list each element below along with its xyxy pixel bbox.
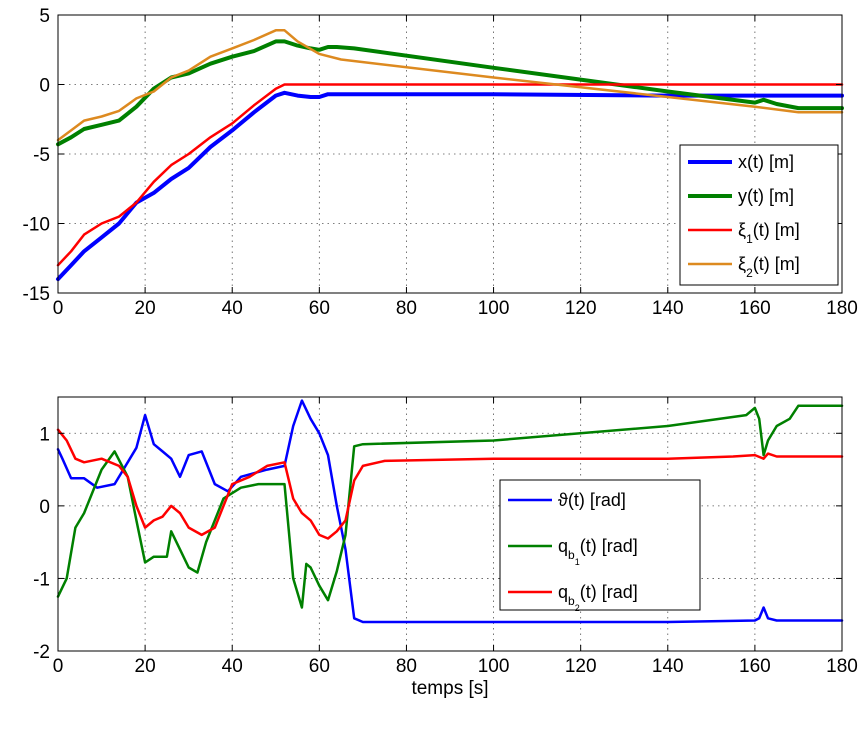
x-tick-label: 0 <box>53 298 64 319</box>
x-tick-label: 60 <box>309 656 330 677</box>
series-line-3 <box>56 83 844 267</box>
x-tick-label: 40 <box>222 298 243 319</box>
legend-entry-3: qb2(t) [rad] <box>558 582 638 613</box>
axes-frame <box>57 396 843 652</box>
y-tick-label: 0 <box>39 497 50 518</box>
plot-area <box>58 397 842 651</box>
x-tick-label: 40 <box>222 656 243 677</box>
x-tick-label: 100 <box>478 298 510 319</box>
legend-entry-1: x(t) [m] <box>738 152 794 172</box>
series-line-1 <box>56 399 844 624</box>
series-line-4 <box>56 29 844 142</box>
legend-entry-4: ξ2(t) [m] <box>738 254 800 280</box>
bottom-plot-angles: 0 20 40 60 80 100 120 140 160 180 -2 -1 0 1 temps [s] ϑ… <box>33 396 858 699</box>
legend-entry-2: qb1(t) [rad] <box>558 536 638 567</box>
y-tick-label: 1 <box>39 424 50 445</box>
series-line-2 <box>56 39 844 147</box>
legend-entry-3: ξ1(t) [m] <box>738 220 800 246</box>
x-tick-label: 100 <box>478 656 510 677</box>
x-tick-label: 160 <box>739 298 771 319</box>
legend-entry-1: ϑ(t) [rad] <box>558 490 626 510</box>
y-tick-label: -5 <box>33 145 50 166</box>
x-tick-label: 120 <box>565 656 597 677</box>
x-tick-label: 140 <box>652 298 684 319</box>
y-tick-label: -1 <box>33 569 50 590</box>
series-line-2 <box>56 404 844 609</box>
top-plot-position: 0 20 40 60 80 100 120 140 160 180 -15 -10 -5 0 5 x(t) [… <box>23 6 858 319</box>
x-tick-label: 120 <box>565 298 597 319</box>
x-tick-label: 20 <box>135 298 156 319</box>
y-tick-label: -15 <box>23 284 50 305</box>
x-tick-label: 60 <box>309 298 330 319</box>
y-tick-label: 0 <box>39 76 50 97</box>
legend-box <box>679 144 839 286</box>
x-axis-label: temps [s] <box>411 678 488 699</box>
series-line-3 <box>56 428 844 540</box>
x-tick-label: 140 <box>652 656 684 677</box>
x-tick-label: 80 <box>396 656 417 677</box>
x-tick-label: 20 <box>135 656 156 677</box>
legend-entry-2: y(t) [m] <box>738 186 794 206</box>
x-tick-label: 180 <box>826 298 858 319</box>
series-line-1 <box>56 90 844 282</box>
x-tick-label: 180 <box>826 656 858 677</box>
x-tick-label: 80 <box>396 298 417 319</box>
y-tick-label: 5 <box>39 6 50 27</box>
y-tick-label: -10 <box>23 215 50 236</box>
y-tick-label: -2 <box>33 642 50 663</box>
x-tick-label: 0 <box>53 656 64 677</box>
x-tick-label: 160 <box>739 656 771 677</box>
